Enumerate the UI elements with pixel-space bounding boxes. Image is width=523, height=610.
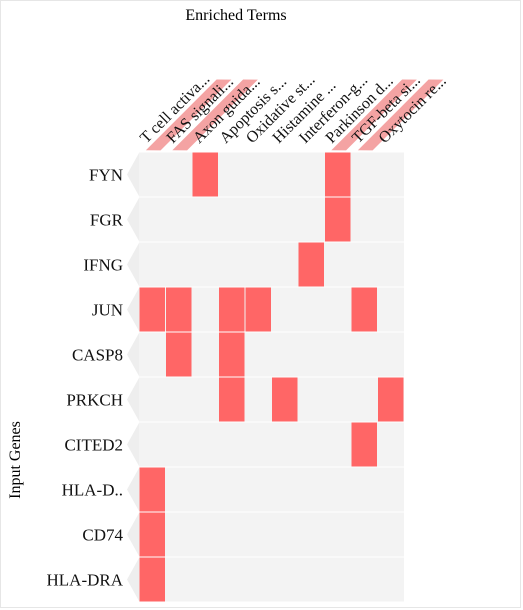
heatmap-cell xyxy=(192,152,218,197)
row-label: CD74 xyxy=(82,526,123,545)
row-label-tab xyxy=(127,558,139,601)
heatmap-cell xyxy=(351,422,377,467)
row-label-tab xyxy=(127,153,139,196)
column-label-highlight xyxy=(357,79,444,151)
row-label: JUN xyxy=(92,301,123,320)
column-labels: T cell activa...FAS signali...Axon guida… xyxy=(137,71,450,147)
column-label-highlights xyxy=(145,79,444,151)
column-label-highlight xyxy=(145,79,232,151)
chart-title: Enriched Terms xyxy=(185,7,286,24)
row-band xyxy=(139,152,404,197)
row-band xyxy=(139,467,404,512)
row-band xyxy=(139,377,404,422)
row-label-tabs xyxy=(127,153,139,601)
row-label: IFNG xyxy=(83,256,123,275)
row-label-tab xyxy=(127,198,139,241)
row-labels: FYN FGR IFNG JUN CASP8 PRKCH CITED2 HLA-D.. CD74… xyxy=(47,166,124,590)
column-label-highlight xyxy=(331,79,417,151)
row-label: HLA-DRA xyxy=(47,571,124,590)
row-label: FYN xyxy=(89,166,123,185)
heatmap-cell xyxy=(139,467,165,512)
heatmap-cell xyxy=(219,377,245,422)
heatmap-cell xyxy=(166,287,192,332)
heatmap-cell xyxy=(219,332,245,377)
heatmap-cell xyxy=(325,152,351,197)
row-band xyxy=(139,242,404,287)
row-label-tab xyxy=(127,288,139,331)
row-label: CITED2 xyxy=(64,436,123,455)
row-label: FGR xyxy=(90,211,124,230)
row-band xyxy=(139,557,404,602)
heatmap-cell xyxy=(166,332,192,377)
heatmap-cell xyxy=(351,287,377,332)
heatmap-cells xyxy=(139,152,404,602)
y-axis-title: Input Genes xyxy=(7,421,24,499)
row-label-tab xyxy=(127,333,139,376)
heatmap-cell xyxy=(272,377,298,422)
heatmap-cell xyxy=(139,557,165,602)
row-label-tab xyxy=(127,378,139,421)
row-label-tab xyxy=(127,468,139,511)
row-band xyxy=(139,197,404,242)
heatmap-cell xyxy=(219,287,245,332)
heatmap-cell xyxy=(245,287,271,332)
heatmap-cell xyxy=(298,242,324,287)
row-label-tab xyxy=(127,513,139,556)
heatmap-cell xyxy=(139,512,165,557)
heatmap-cell xyxy=(325,197,351,242)
heatmap-cell xyxy=(139,287,165,332)
row-bands xyxy=(139,152,404,602)
column-label-highlight xyxy=(172,79,258,151)
row-label: PRKCH xyxy=(66,391,123,410)
row-label-tab xyxy=(127,243,139,286)
heatmap-cell xyxy=(378,377,404,422)
row-label: CASP8 xyxy=(72,346,123,365)
row-band xyxy=(139,512,404,557)
row-label-tab xyxy=(127,423,139,466)
row-label: HLA-D.. xyxy=(62,481,123,500)
